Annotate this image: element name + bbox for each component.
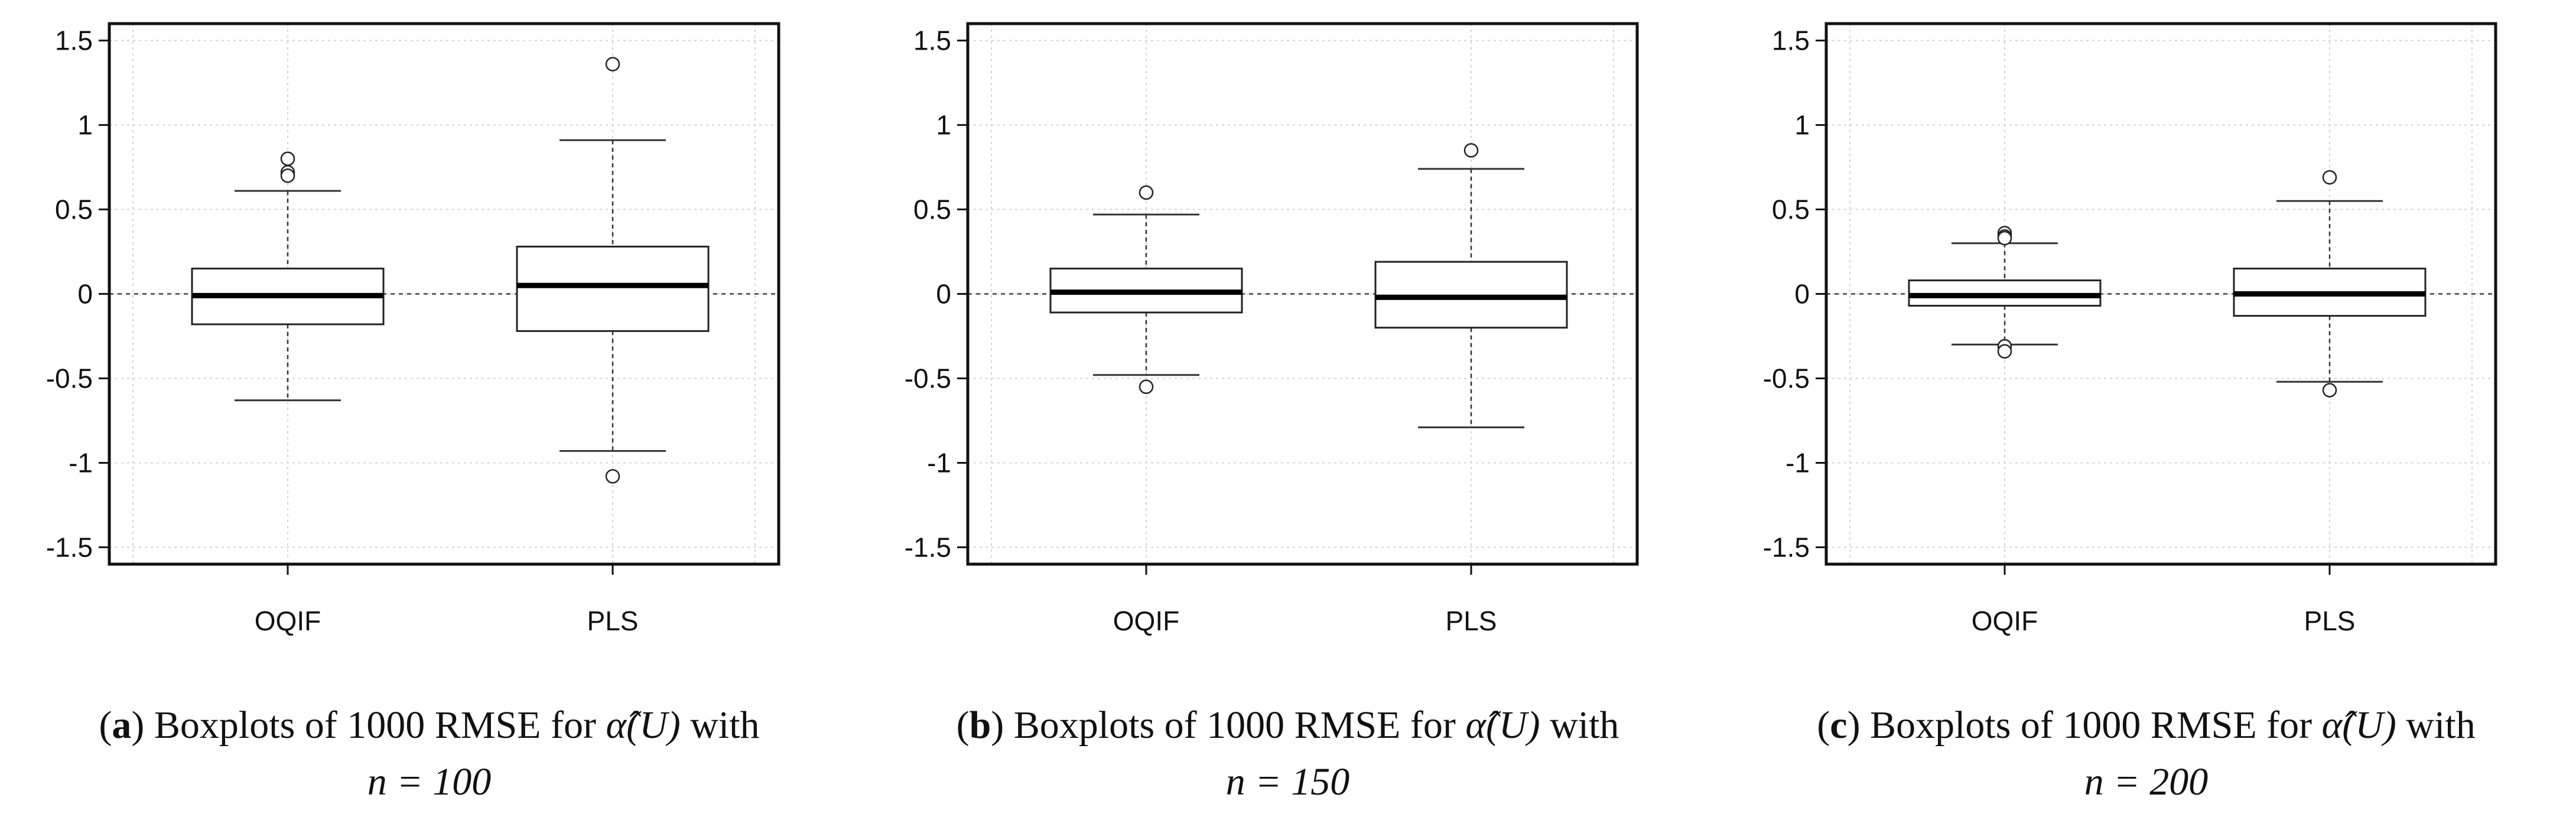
y-tick-label: 1 bbox=[77, 110, 93, 141]
caption-prefix: Boxplots of 1000 RMSE for bbox=[154, 704, 606, 747]
y-tick-label: 0 bbox=[936, 279, 951, 310]
outlier-point bbox=[280, 168, 295, 183]
caption-line-2: n = 100 bbox=[367, 760, 492, 803]
y-tick-label: 1.5 bbox=[913, 25, 951, 56]
caption-panel-label: b bbox=[969, 704, 991, 747]
caption-suffix: with bbox=[680, 704, 760, 747]
outlier-point bbox=[1139, 185, 1154, 200]
caption-line-1: (a) Boxplots of 1000 RMSE for α̂(U) with bbox=[99, 704, 760, 747]
boxplot-b: -1.5 -1 -0.5 0 0.5 1 1.5 OQIF PLS bbox=[905, 22, 1639, 636]
caption-prefix: Boxplots of 1000 RMSE for bbox=[1870, 704, 2322, 747]
y-tick-label: 1.5 bbox=[55, 25, 93, 56]
y-tick-label: -0.5 bbox=[905, 363, 951, 393]
caption-panel-label: c bbox=[1830, 704, 1848, 747]
outlier-point bbox=[2322, 383, 2337, 398]
category-label: OQIF bbox=[1113, 606, 1179, 636]
y-tick-label: -1.5 bbox=[1763, 532, 1810, 562]
category-label: OQIF bbox=[1972, 606, 2038, 636]
caption-panel-label: a bbox=[112, 704, 132, 747]
outlier-point bbox=[605, 57, 620, 71]
category-label: PLS bbox=[2304, 606, 2356, 636]
chart-panel-a: -1.5 -1 -0.5 0 0.5 1 1.5 OQIF PLS (a) Boxplots o… bbox=[0, 0, 858, 830]
caption-suffix: with bbox=[1540, 704, 1619, 747]
outlier-point bbox=[280, 151, 295, 166]
caption-line-1: (c) Boxplots of 1000 RMSE for α̂(U) with bbox=[1817, 704, 2476, 747]
caption-line-2: n = 200 bbox=[2084, 760, 2209, 803]
y-tick-label: 0.5 bbox=[913, 194, 951, 225]
y-tick-label: -1 bbox=[1785, 447, 1810, 478]
y-tick-label: 0.5 bbox=[55, 194, 93, 225]
y-tick-label: -1 bbox=[927, 447, 951, 478]
caption-line-2: n = 150 bbox=[1225, 760, 1350, 803]
category-label: PLS bbox=[1446, 606, 1497, 636]
y-tick-label: 0.5 bbox=[1772, 194, 1810, 225]
caption-line-1: (b) Boxplots of 1000 RMSE for α̂(U) with bbox=[956, 704, 1619, 747]
caption-c: (c) Boxplots of 1000 RMSE for α̂(U) with… bbox=[1717, 697, 2575, 811]
outlier-point bbox=[2322, 170, 2337, 185]
y-tick-label: 1.5 bbox=[1772, 25, 1810, 56]
caption-a: (a) Boxplots of 1000 RMSE for α̂(U) with… bbox=[0, 697, 858, 811]
chart-panel-b: -1.5 -1 -0.5 0 0.5 1 1.5 OQIF PLS (b) Boxplots o… bbox=[858, 0, 1717, 830]
outlier-point bbox=[1463, 143, 1479, 158]
y-tick-label: -1.5 bbox=[46, 532, 93, 562]
box-pls bbox=[516, 245, 710, 332]
category-label: PLS bbox=[587, 606, 639, 636]
caption-prefix: Boxplots of 1000 RMSE for bbox=[1013, 704, 1466, 747]
y-tick-label: -0.5 bbox=[1763, 363, 1810, 393]
y-tick-label: 0 bbox=[1794, 279, 1810, 310]
boxplot-a: -1.5 -1 -0.5 0 0.5 1 1.5 OQIF PLS bbox=[46, 22, 780, 636]
y-tick-label: 0 bbox=[77, 279, 93, 310]
caption-suffix: with bbox=[2396, 704, 2476, 747]
y-tick-label: -1.5 bbox=[905, 532, 951, 562]
outlier-point bbox=[1997, 230, 2012, 246]
boxplot-c: -1.5 -1 -0.5 0 0.5 1 1.5 OQIF PLS bbox=[1763, 22, 2497, 636]
y-tick-label: 1 bbox=[1794, 110, 1810, 141]
outlier-point bbox=[1139, 379, 1154, 395]
y-tick-label: -1 bbox=[69, 447, 93, 478]
category-label: OQIF bbox=[255, 606, 321, 636]
caption-estimator: α̂(U) bbox=[606, 704, 681, 747]
caption-b: (b) Boxplots of 1000 RMSE for α̂(U) with… bbox=[858, 697, 1717, 811]
caption-estimator: α̂(U) bbox=[1465, 704, 1540, 747]
y-tick-label: -0.5 bbox=[46, 363, 93, 393]
y-tick-label: 1 bbox=[936, 110, 951, 141]
outlier-point bbox=[605, 469, 620, 484]
caption-estimator: α̂(U) bbox=[2321, 704, 2396, 747]
chart-panel-c: -1.5 -1 -0.5 0 0.5 1 1.5 OQIF PLS (c) Boxplots o… bbox=[1717, 0, 2575, 830]
outlier-point bbox=[1997, 344, 2012, 359]
